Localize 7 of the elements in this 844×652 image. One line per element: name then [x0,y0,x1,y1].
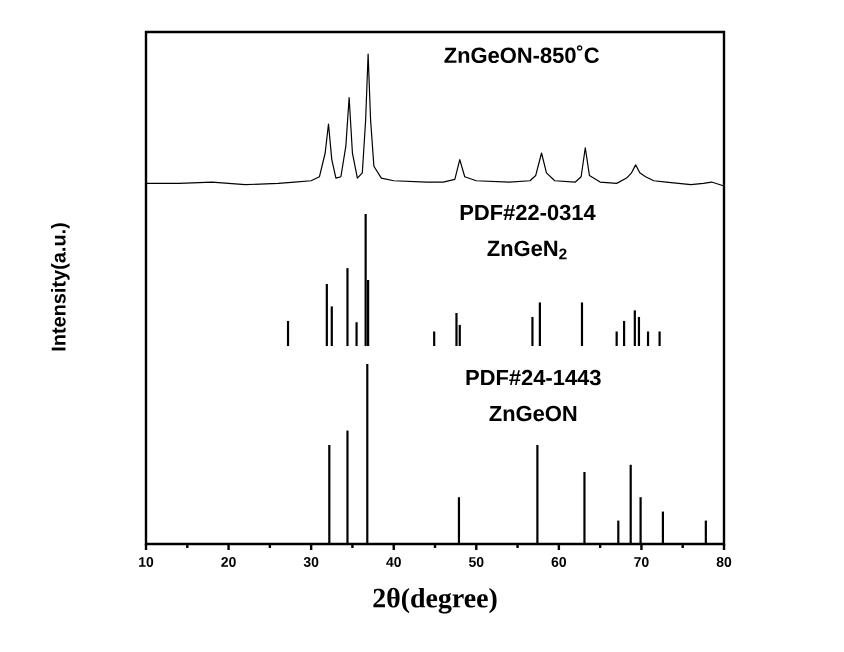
y-axis-title: Intensity(a.u.) [51,223,70,351]
text: ZnGeN$_{2}$ [487,240,567,260]
chart-title: ZnGeON-850˚C [444,45,600,64]
x-axis-title: 2θ(degree) [373,587,497,614]
chart-title: PDF#22-0314 [460,204,596,221]
chart-title: PDF#24-1443 [466,369,601,386]
text: ZnGeON [489,405,577,422]
